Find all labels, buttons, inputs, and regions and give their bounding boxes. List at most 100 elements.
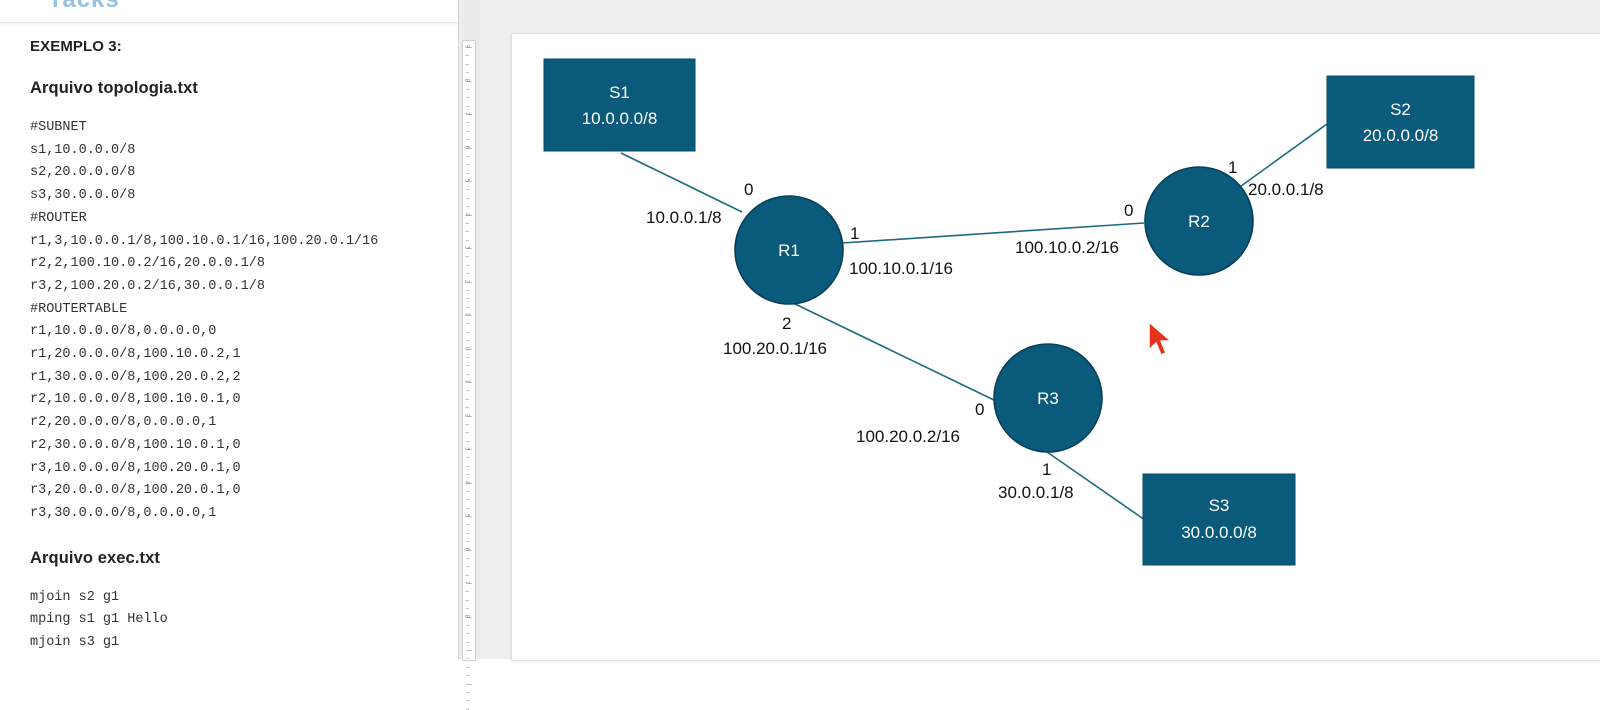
code-line: r3,10.0.0.0/8,100.20.0.1,0 — [30, 460, 241, 476]
link-r2-s2 — [1236, 123, 1328, 190]
ruler-tick — [466, 97, 469, 99]
code-line: r1,20.0.0.0/8,100.10.0.2,1 — [30, 347, 241, 363]
ruler-number: 2 — [463, 279, 471, 283]
ruler-tick — [466, 248, 472, 249]
ruler-tick — [466, 482, 472, 484]
ruler-tick — [466, 172, 469, 174]
ruler-tick — [466, 239, 469, 241]
ruler-tick — [466, 214, 472, 216]
ruler-tick — [466, 197, 469, 199]
ruler-tick — [466, 583, 472, 584]
subnet-box — [1142, 473, 1296, 566]
ruler-tick — [466, 80, 472, 82]
ruler-number: 4 — [463, 212, 471, 216]
ruler-number: 8 — [463, 614, 471, 618]
ruler-tick — [466, 264, 469, 266]
r2-port-0-label: 0 — [1124, 201, 1133, 220]
r1-port-1-label: 1 — [850, 224, 859, 243]
code-line: r2,30.0.0.0/8,100.10.0.1,0 — [30, 437, 241, 453]
r1-ip-1-label: 100.10.0.1/16 — [849, 259, 953, 278]
document-content: EXEMPLO 3: Arquivo topologia.txt #SUBNET… — [30, 36, 450, 655]
subnet-node-s1[interactable]: S1 10.0.0.0/8 — [543, 58, 696, 152]
code-line: s2,20.0.0.0/8 — [30, 165, 136, 181]
ruler-tick — [466, 189, 469, 191]
ruler-tick — [466, 373, 469, 375]
ruler-tick — [466, 549, 472, 551]
ruler-number: 3 — [463, 446, 471, 451]
slide-canvas[interactable]: S1 10.0.0.0/8 S2 20.0.0.0/8 S3 30.0.0.0/… — [511, 33, 1600, 661]
ruler-tick — [466, 532, 469, 534]
ruler-number: 8 — [463, 78, 471, 82]
code-line: r3,20.0.0.0/8,100.20.0.1,0 — [30, 483, 241, 499]
subnet-node-s2[interactable]: S2 20.0.0.0/8 — [1326, 75, 1475, 169]
ruler-tick — [466, 164, 469, 166]
code-line: #ROUTERTABLE — [30, 301, 128, 317]
router-circle — [734, 195, 844, 305]
ruler-tick — [466, 273, 469, 275]
router-name: R1 — [778, 241, 800, 260]
subnet-node-s3[interactable]: S3 30.0.0.0/8 — [1142, 473, 1296, 566]
r3-port-0-label: 0 — [975, 400, 984, 419]
link-s1-r1 — [620, 152, 743, 213]
subnet-address: 10.0.0.0/8 — [582, 109, 658, 128]
ruler-tick — [466, 88, 469, 90]
ruler-tick — [466, 147, 472, 149]
ruler-tick — [466, 457, 469, 459]
ruler-tick — [466, 624, 469, 626]
subnet-name: S2 — [1390, 100, 1411, 119]
ruler-tick — [466, 599, 469, 601]
ruler-tick — [466, 122, 469, 124]
ruler-number: 1 — [463, 312, 471, 317]
network-topology-diagram: S1 10.0.0.0/8 S2 20.0.0.0/8 S3 30.0.0.0/… — [543, 58, 1475, 566]
ruler-tick — [466, 365, 469, 367]
ruler-tick — [466, 608, 469, 610]
ruler-number: 1 — [463, 379, 471, 384]
ruler-tick — [466, 616, 472, 618]
subnet-address: 30.0.0.0/8 — [1181, 523, 1257, 542]
ruler-number: 3 — [463, 245, 471, 250]
canvas-area[interactable]: S1 10.0.0.0/8 S2 20.0.0.0/8 S3 30.0.0.0/… — [480, 0, 1600, 661]
ruler-tick — [466, 181, 472, 182]
router-name: R3 — [1037, 389, 1059, 408]
ruler-tick — [466, 398, 469, 400]
subnet-name: S3 — [1209, 496, 1230, 515]
ruler-tick — [466, 557, 469, 559]
mouse-pointer-icon — [1148, 321, 1172, 356]
ruler-tick — [466, 155, 469, 157]
router-node-r2[interactable]: R2 — [1144, 166, 1254, 276]
example-title: EXEMPLO 3: — [30, 38, 122, 55]
ruler-number: 2 — [463, 413, 471, 417]
ruler-tick — [466, 524, 469, 526]
ruler-tick — [466, 306, 469, 308]
code-line: r1,30.0.0.0/8,100.20.0.2,2 — [30, 369, 241, 385]
ruler-tick — [466, 348, 472, 350]
r1-ip-2-label: 100.20.0.1/16 — [723, 339, 827, 358]
router-node-r3[interactable]: R3 — [993, 343, 1103, 453]
ruler-tick — [466, 47, 472, 48]
code-line: #SUBNET — [30, 120, 87, 135]
ruler-tick — [466, 206, 469, 208]
r2-ip-1-label: 20.0.0.1/8 — [1248, 180, 1324, 199]
ruler-tick — [466, 231, 469, 233]
ruler-tick — [466, 666, 469, 668]
ruler-tick — [466, 650, 472, 651]
router-node-r1[interactable]: R1 — [734, 195, 844, 305]
ruler-tick — [466, 340, 469, 342]
ruler-number: 5 — [463, 178, 471, 183]
ruler-tick — [466, 415, 472, 417]
ruler-number: 9 — [463, 44, 471, 49]
ruler-tick — [466, 281, 472, 283]
ruler-tick — [466, 72, 469, 74]
ruler-tick — [466, 440, 469, 442]
document-panel[interactable]: racks EXEMPLO 3: Arquivo topologia.txt #… — [0, 0, 458, 659]
exec-file-heading: Arquivo exec.txt — [30, 548, 160, 567]
r3-ip-1-label: 30.0.0.1/8 — [998, 483, 1074, 502]
ruler-tick — [466, 574, 469, 576]
ruler-tick — [466, 465, 469, 467]
link-r3-s3 — [1046, 451, 1146, 521]
code-line: mjoin s2 g1 — [30, 589, 120, 605]
code-line: s3,30.0.0.0/8 — [30, 188, 136, 204]
vertical-ruler[interactable]: 9 8 7 6 5 4 3 2 1 0 1 2 3 4 5 6 7 8 — [462, 40, 476, 710]
code-line: r2,20.0.0.0/8,0.0.0.0,1 — [30, 415, 217, 431]
code-line: r3,2,100.20.0.2/16,30.0.0.1/8 — [30, 278, 265, 294]
